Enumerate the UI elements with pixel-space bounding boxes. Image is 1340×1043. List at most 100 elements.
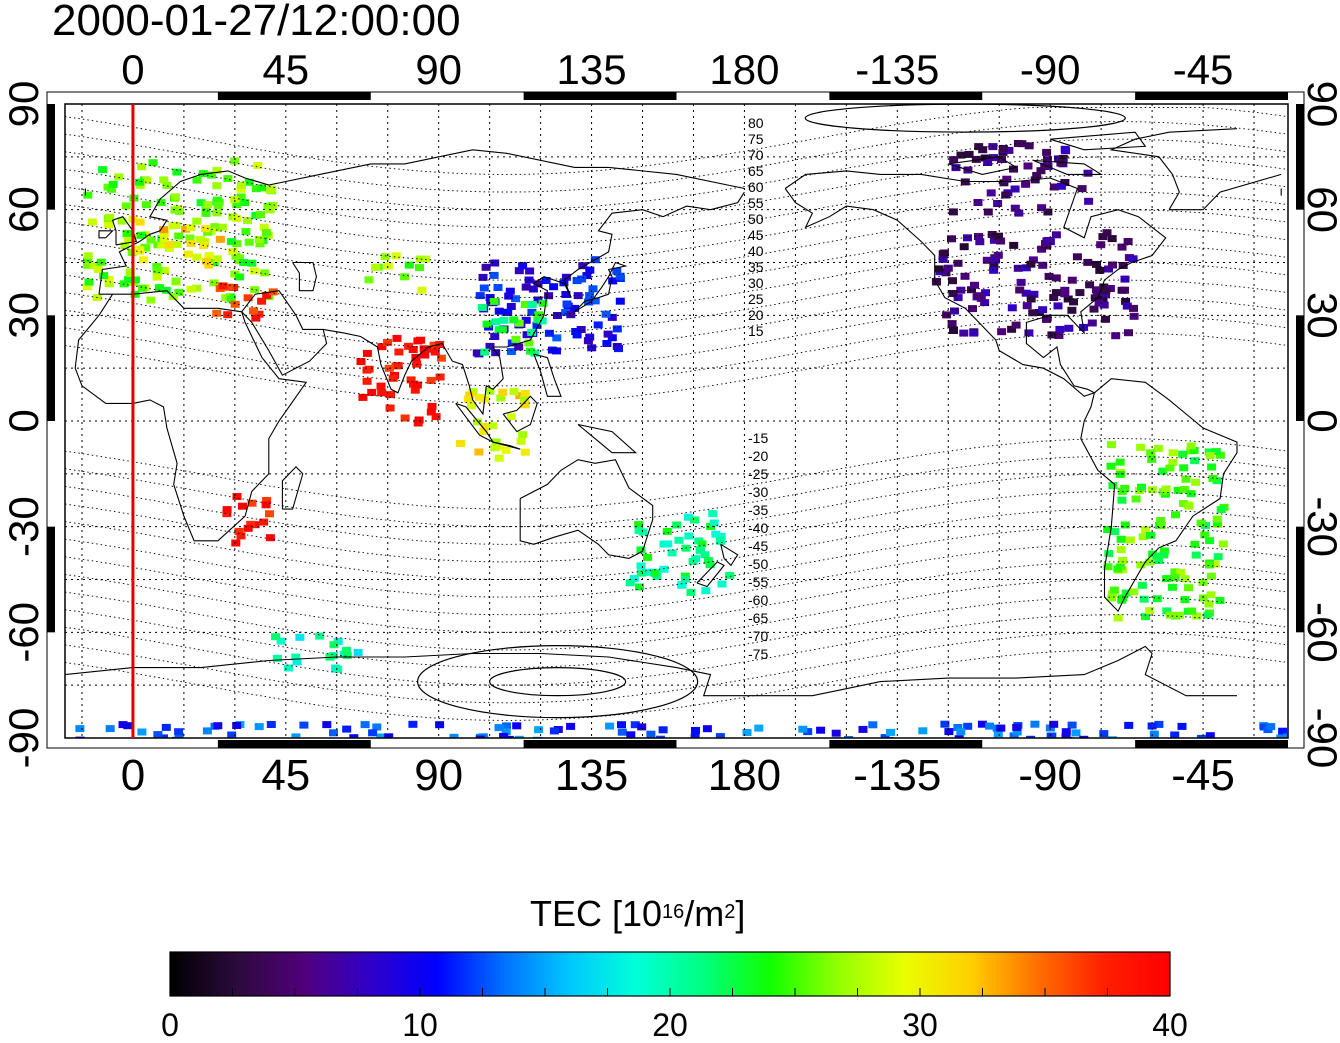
magnetic-latitude-label: 55 [748,195,764,211]
tec-cell [262,291,272,299]
tec-cell [243,217,253,225]
tec-cell [1192,612,1202,620]
tec-cell [249,307,258,315]
magnetic-latitude-contour [65,107,1288,175]
tec-cell [1004,146,1014,154]
tec-cell [520,390,530,397]
lat-tick-label-left: -60 [0,602,47,663]
tec-cell [202,727,212,735]
tec-cell [1128,255,1138,263]
tec-cell [561,308,571,316]
tec-cell [1095,266,1105,274]
tec-cell [1154,720,1164,728]
tec-cell [174,733,184,738]
tec-cell [162,181,172,189]
tec-cell [1136,561,1146,569]
magnetic-latitude-label: -75 [748,646,768,662]
tec-cell [1043,156,1052,164]
lat-tick-label-right: 60 [1299,186,1340,233]
tec-cell [959,329,969,337]
tec-cell [1168,458,1178,466]
tick-bar-right [1296,526,1304,633]
tec-cell [1189,446,1199,454]
tec-cell [709,519,719,527]
tec-cell [1021,180,1031,188]
tec-cell [436,354,446,362]
tec-cell [265,186,275,194]
tec-region [364,252,431,294]
tec-cell [1129,588,1139,596]
tec-cell [803,728,813,736]
tec-cell [717,580,727,588]
tec-cell [209,279,219,287]
tec-cell [209,259,219,267]
tec-cell [659,565,669,573]
magnetic-latitude-label: -20 [748,448,768,464]
tec-cell [494,307,504,315]
tec-cell [715,733,725,738]
tec-cell [576,326,586,333]
tec-cell [1007,325,1017,333]
tec-cell [1161,485,1171,493]
tec-cell [368,729,378,737]
tec-cell [725,571,735,579]
tec-cell [1206,591,1216,599]
tec-cell [386,391,395,399]
tec-cell [1113,565,1123,573]
tec-cell [186,239,196,247]
magnetic-latitude-label: 65 [748,163,764,179]
tec-cell [367,388,377,396]
tec-cell [192,284,202,292]
tec-cell [135,247,145,255]
tec-cell [465,391,475,399]
tec-cell [514,343,524,351]
tec-cell [1043,208,1053,216]
tec-cell [1026,295,1036,303]
tec-cell [1108,590,1118,598]
tec-cell [1055,325,1065,333]
tec-cell [1049,720,1059,728]
tec-cell [1120,521,1130,529]
lon-tick-label-top: -45 [1173,46,1234,93]
tec-cell [148,159,158,167]
tec-cell [996,237,1006,245]
tec-cell [1010,185,1020,193]
tec-cell [254,310,264,318]
tec-cell [1022,302,1032,310]
lon-tick-label-bottom: -90 [1018,751,1082,800]
tec-cell [1107,235,1117,243]
tec-cell [953,259,963,267]
tec-region [948,140,1094,217]
tec-cell [157,241,167,249]
tec-cell [120,242,130,250]
lon-tick-label-top: 90 [415,46,462,93]
tec-cell [235,273,245,281]
tec-cell [210,223,220,231]
tec-region [1103,441,1229,622]
tec-cell [1136,443,1146,451]
tec-cell [1170,731,1180,738]
tec-cell [1191,478,1201,486]
tec-cell [236,185,246,193]
tec-cell [1024,329,1034,337]
tec-cell [968,305,977,313]
tec-cell [584,298,594,306]
tec-cell [207,171,216,179]
tec-cell [251,314,261,322]
tec-cell [1184,502,1194,510]
lon-tick-label-bottom: -45 [1171,751,1235,800]
outer-frame [46,91,1305,749]
tec-cell [1105,285,1115,292]
tec-cell [230,300,240,308]
tec-cell [1028,309,1038,317]
tec-cell [192,253,202,261]
tec-cell [244,238,254,246]
tec-cell [944,728,954,736]
tec-cell [192,176,202,184]
tec-cell [427,402,437,410]
tec-cell [514,735,524,738]
tec-cell [138,284,148,292]
tec-cell [498,388,508,396]
tec-cell [593,321,603,329]
